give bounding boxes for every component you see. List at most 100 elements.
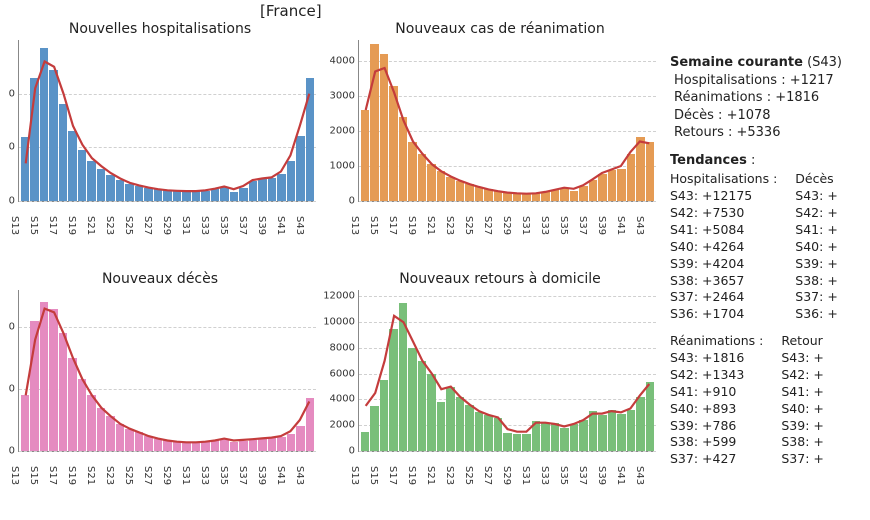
y-tick-label: 0 (9, 446, 15, 457)
bar (579, 420, 587, 451)
y-tick-label: 8000 (330, 342, 355, 353)
bar (636, 397, 644, 451)
chart-title: Nouveaux cas de réanimation (340, 20, 660, 40)
bar (465, 405, 473, 451)
bar (154, 439, 162, 451)
trends-columns-1: Hospitalisations : S43: +12175S42: +7530… (670, 171, 870, 323)
current-week-block: Semaine courante (S43) (670, 54, 870, 72)
trend-row: S42: +1343 (670, 367, 763, 384)
bar (494, 191, 502, 201)
bar (182, 442, 190, 451)
bar (589, 411, 597, 451)
grid-line (19, 201, 316, 202)
bar (268, 438, 276, 451)
bar (97, 408, 105, 451)
bar (503, 433, 511, 451)
trends-label: Tendances (670, 153, 747, 168)
bar (513, 434, 521, 451)
trend-col-deces: Décès S43: +S42: +S41: +S40: +S39: +S38:… (795, 171, 838, 323)
trend-row: Hospitalisations : +1217 (674, 72, 870, 90)
bar (182, 191, 190, 201)
bar (287, 434, 295, 451)
bar (399, 117, 407, 201)
bar (532, 421, 540, 451)
trend-row: S41: + (781, 384, 824, 401)
main-title: [France] (260, 2, 322, 20)
trend-row: Décès : +1078 (674, 107, 870, 125)
bar (201, 442, 209, 451)
trends-block: Tendances : (670, 152, 870, 170)
bar (192, 442, 200, 451)
y-tick-label: 6000 (330, 368, 355, 379)
bar (144, 188, 152, 201)
bar (408, 348, 416, 451)
trend-row: Réanimations : +1816 (674, 89, 870, 107)
bar (78, 150, 86, 201)
bar (570, 424, 578, 451)
bar (49, 70, 57, 201)
bar (361, 110, 369, 201)
bar (503, 193, 511, 201)
trend-row: S38: + (795, 273, 838, 290)
bar (277, 174, 285, 201)
trend-row: S36: +1704 (670, 306, 777, 323)
bar (617, 169, 625, 201)
trend-row: S41: +910 (670, 384, 763, 401)
grid-line (19, 451, 316, 452)
bar (220, 439, 228, 451)
y-tick-label: 0 (9, 142, 15, 153)
bar (277, 437, 285, 451)
bar (230, 442, 238, 451)
trend-row: S39: + (781, 418, 824, 435)
bar (87, 161, 95, 201)
y-tick-label: 0 (349, 196, 355, 207)
current-week-label: Semaine courante (670, 55, 803, 70)
bar (427, 164, 435, 201)
bar (475, 187, 483, 201)
bar (475, 412, 483, 451)
trend-row: S37: + (781, 451, 824, 468)
trend-row: S42: + (781, 367, 824, 384)
trend-row: S43: + (781, 350, 824, 367)
trend-row: S43: +12175 (670, 188, 777, 205)
y-tick-label: 0 (9, 322, 15, 333)
bar (437, 402, 445, 451)
bar (201, 191, 209, 201)
bar (560, 188, 568, 201)
x-axis-ticks: S13S15S17S19S21S23S25S27S29S31S33S35S37S… (358, 204, 656, 250)
x-tick-label: S43 (645, 204, 654, 250)
bar (59, 333, 67, 451)
trend-row: S42: + (795, 205, 838, 222)
bar (465, 184, 473, 201)
trend-row: S43: +1816 (670, 350, 763, 367)
bar (446, 177, 454, 202)
bar (551, 423, 559, 451)
bar (579, 186, 587, 201)
bar (646, 382, 654, 451)
trend-col-values: S43: +1816S42: +1343S41: +910S40: +893S3… (670, 350, 763, 468)
trend-row: S39: +786 (670, 418, 763, 435)
y-tick-label: 4000 (330, 394, 355, 405)
bar (97, 169, 105, 201)
bar (249, 440, 257, 451)
bar (484, 189, 492, 201)
bar (522, 194, 530, 201)
bar (522, 434, 530, 451)
trend-col-head: Réanimations : (670, 333, 763, 350)
bar (68, 358, 76, 451)
bar (163, 440, 171, 451)
x-tick-label: S43 (305, 454, 314, 500)
bars (19, 40, 316, 201)
bars (359, 40, 656, 201)
bar (456, 181, 464, 201)
bar (125, 184, 133, 201)
y-tick-label: 1000 (330, 161, 355, 172)
bar (380, 380, 388, 451)
trend-row: S38: + (781, 434, 824, 451)
trend-row: S40: + (781, 401, 824, 418)
trend-row: S37: + (795, 289, 838, 306)
bar (287, 161, 295, 201)
bar (296, 136, 304, 201)
bar (380, 54, 388, 201)
bar (306, 398, 314, 451)
